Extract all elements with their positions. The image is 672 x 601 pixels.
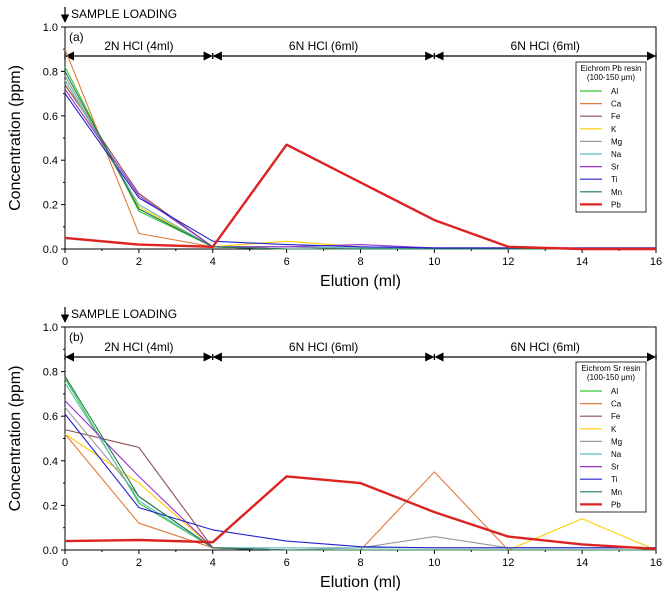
x-tick-label: 2 bbox=[136, 557, 142, 569]
legend: Eichrom Pb resin(100-150 μm) Al Ca Fe K Mg Na S… bbox=[575, 61, 647, 213]
x-tick-label: 0 bbox=[62, 557, 68, 569]
series-line-mn bbox=[64, 375, 656, 551]
legend-label-mg: Mg bbox=[611, 437, 622, 446]
sample-loading-label: SAMPLE LOADING bbox=[71, 7, 177, 21]
series-line-fe bbox=[64, 429, 656, 551]
series-line-ti bbox=[64, 413, 656, 549]
legend-title: Eichrom Pb resin bbox=[581, 64, 642, 73]
legend-label-ca: Ca bbox=[611, 100, 622, 109]
y-tick-label: 0.0 bbox=[43, 545, 58, 557]
legend-label-k: K bbox=[611, 125, 617, 134]
phase-label: 6N HCl (6ml) bbox=[511, 340, 580, 354]
x-tick-label: 0 bbox=[62, 256, 68, 268]
legend-label-ti: Ti bbox=[611, 475, 618, 484]
series-line-pb bbox=[64, 143, 656, 251]
y-tick-label: 0.8 bbox=[43, 66, 58, 78]
x-axis-label: Elution (ml) bbox=[320, 574, 401, 591]
y-tick-label: 0.0 bbox=[43, 244, 58, 256]
series-line-ca bbox=[64, 48, 656, 250]
series-line-k bbox=[64, 80, 656, 250]
x-tick-label: 10 bbox=[428, 256, 440, 268]
series-line-mg bbox=[64, 75, 656, 250]
y-tick-label: 1.0 bbox=[43, 322, 58, 334]
y-tick-label: 0.4 bbox=[43, 155, 58, 167]
legend-subtitle: (100-150 μm) bbox=[587, 373, 636, 382]
series-line-na bbox=[64, 382, 656, 549]
series-line-k bbox=[64, 433, 657, 551]
x-tick-label: 12 bbox=[502, 256, 514, 268]
series-line-al bbox=[64, 378, 656, 551]
legend-label-mg: Mg bbox=[611, 137, 622, 146]
legend-label-na: Na bbox=[611, 150, 622, 159]
y-tick-label: 0.2 bbox=[43, 200, 58, 212]
y-axis-label: Concentration (ppm) bbox=[7, 65, 24, 211]
legend-label-pb: Pb bbox=[611, 500, 621, 509]
legend-subtitle: (100-150 μm) bbox=[587, 73, 636, 82]
phase-label: 2N HCl (4ml) bbox=[104, 39, 173, 53]
x-tick-label: 14 bbox=[576, 256, 588, 268]
phase-label: 2N HCl (4ml) bbox=[104, 340, 173, 354]
series-line-pb bbox=[64, 475, 657, 551]
y-tick-label: 1.0 bbox=[43, 22, 58, 34]
sample-loading-label: SAMPLE LOADING bbox=[71, 307, 177, 321]
y-axis-label: Concentration (ppm) bbox=[7, 366, 24, 512]
x-tick-label: 8 bbox=[357, 256, 363, 268]
panel-a: 0.0 0.2 0.4 0.6 0.8 1.0 0 2 4 6 8 10 12 14 16 Elution (… bbox=[7, 7, 662, 290]
x-tick-label: 10 bbox=[428, 557, 440, 569]
legend-title: Eichrom Sr resin bbox=[581, 364, 640, 373]
legend-box bbox=[575, 61, 647, 213]
y-tick-label: 0.4 bbox=[43, 456, 58, 468]
phase-label: 6N HCl (6ml) bbox=[289, 39, 358, 53]
y-tick-label: 0.6 bbox=[43, 411, 58, 423]
series-line-sr bbox=[64, 88, 656, 249]
x-tick-label: 4 bbox=[210, 256, 216, 268]
legend-label-sr: Sr bbox=[611, 463, 619, 472]
plot-frame bbox=[64, 26, 657, 250]
legend-label-ca: Ca bbox=[611, 400, 622, 409]
y-tick-label: 0.6 bbox=[43, 111, 58, 123]
x-tick-label: 12 bbox=[502, 557, 514, 569]
x-tick-label: 6 bbox=[284, 256, 290, 268]
x-tick-label: 2 bbox=[136, 256, 142, 268]
x-tick-label: 16 bbox=[650, 256, 662, 268]
x-axis-label: Elution (ml) bbox=[320, 273, 401, 290]
series-line-fe bbox=[64, 84, 656, 250]
phase-label: 6N HCl (6ml) bbox=[289, 340, 358, 354]
x-tick-label: 14 bbox=[576, 557, 588, 569]
series-line-ca bbox=[64, 433, 656, 551]
legend-label-al: Al bbox=[611, 87, 618, 96]
panel-b: 0.0 0.2 0.4 0.6 0.8 1.0 0 2 4 6 8 10 12 14 16 Elution (… bbox=[7, 307, 662, 591]
plot-frame bbox=[64, 326, 657, 551]
x-tick-label: 4 bbox=[210, 557, 216, 569]
legend-box bbox=[575, 361, 647, 513]
legend-label-ti: Ti bbox=[611, 175, 618, 184]
x-tick-label: 16 bbox=[650, 557, 662, 569]
panel-label: (a) bbox=[69, 30, 84, 44]
legend-label-fe: Fe bbox=[611, 112, 621, 121]
legend-label-mn: Mn bbox=[611, 188, 622, 197]
panel-label: (b) bbox=[69, 330, 84, 344]
y-tick-label: 0.2 bbox=[43, 500, 58, 512]
legend-label-k: K bbox=[611, 425, 617, 434]
legend-label-mn: Mn bbox=[611, 488, 622, 497]
legend-label-fe: Fe bbox=[611, 412, 621, 421]
phase-label: 6N HCl (6ml) bbox=[511, 39, 580, 53]
x-tick-label: 6 bbox=[284, 557, 290, 569]
series-line-mn bbox=[64, 71, 656, 250]
legend-label-sr: Sr bbox=[611, 163, 619, 172]
legend-label-al: Al bbox=[611, 387, 618, 396]
series-line-al bbox=[64, 66, 656, 250]
series-line-na bbox=[64, 80, 656, 249]
y-tick-label: 0.8 bbox=[43, 367, 58, 379]
x-tick-label: 8 bbox=[357, 557, 363, 569]
legend: Eichrom Sr resin(100-150 μm) Al Ca Fe K Mg Na S… bbox=[575, 361, 647, 513]
series-line-ti bbox=[64, 93, 656, 249]
legend-label-na: Na bbox=[611, 450, 622, 459]
legend-label-pb: Pb bbox=[611, 200, 621, 209]
